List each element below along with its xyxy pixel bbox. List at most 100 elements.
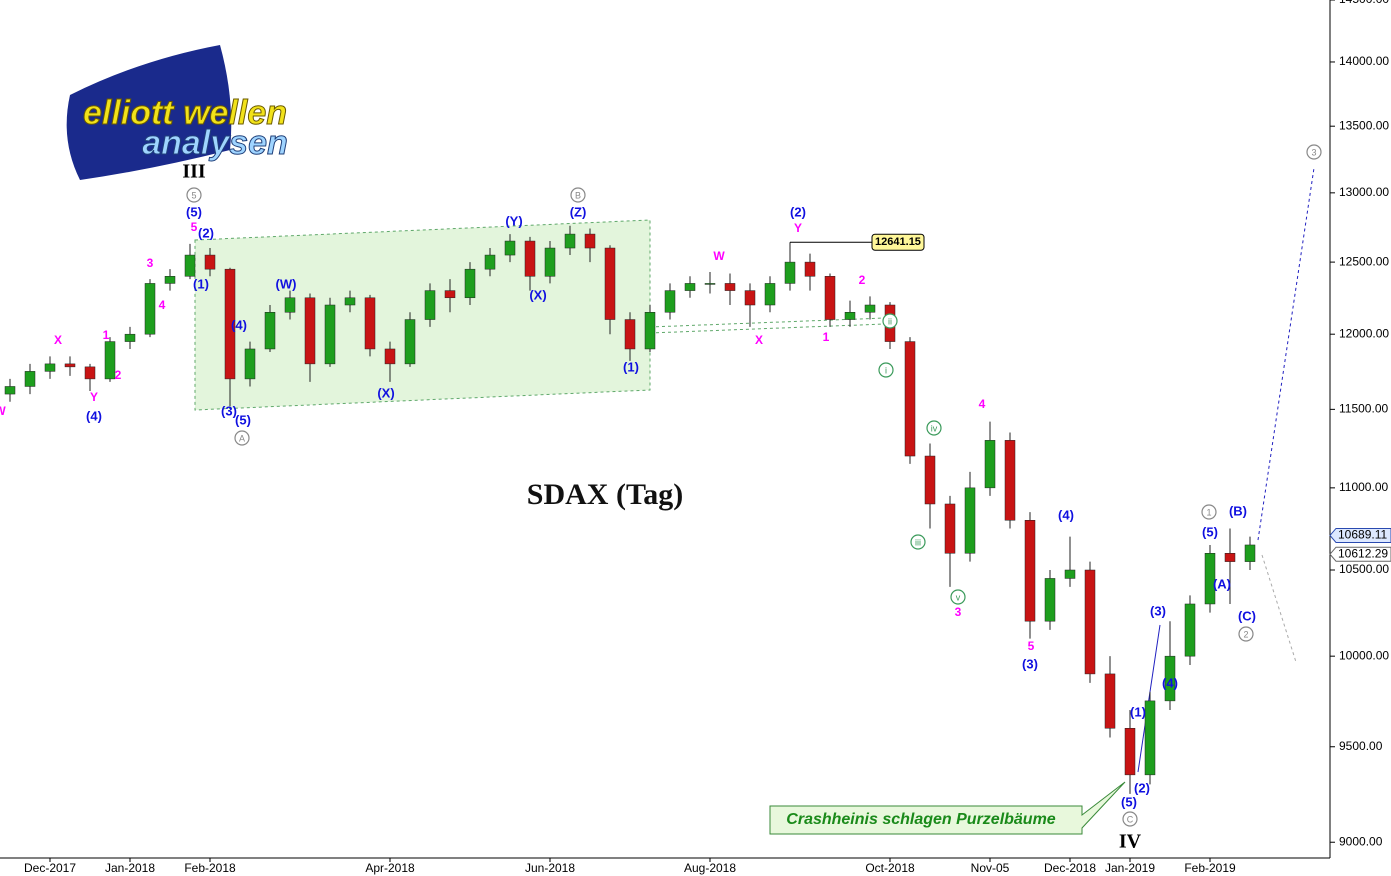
wave-label: (2) (198, 225, 214, 240)
candle-body (24, 371, 36, 387)
candle-body (464, 268, 476, 299)
wave-label: A (239, 433, 245, 443)
wave-label: 5 (191, 190, 196, 200)
wave-label: (2) (790, 204, 806, 219)
candle-body (764, 283, 776, 306)
wave-label: Y (90, 390, 98, 404)
wave-label: (4) (1162, 675, 1178, 690)
logo-text: analysen (142, 124, 288, 162)
projection-line (1261, 554, 1297, 663)
y-tick-label: 11000.00 (1339, 480, 1388, 494)
x-tick-label: Feb-2019 (1184, 861, 1236, 875)
wave-label: IV (1119, 831, 1142, 853)
price-tag-box (1329, 546, 1391, 562)
candle-body (424, 290, 436, 320)
logo-text: elliott wellen (83, 94, 287, 132)
candle-body (1144, 700, 1156, 776)
y-tick-label: 12500.00 (1339, 254, 1389, 268)
price-tag-box (1329, 527, 1391, 543)
candle-body (164, 276, 176, 284)
wave-label: 3 (1311, 147, 1316, 157)
candle-body (744, 290, 756, 306)
wave-circle (882, 313, 898, 329)
candle-body (244, 348, 256, 380)
wave-label: 5 (1028, 639, 1035, 653)
candle-body (384, 348, 396, 365)
candle-body (504, 240, 516, 256)
wave-label: (4) (86, 408, 102, 423)
x-tick-label: Jan-2018 (105, 861, 155, 875)
wave-label: (2) (1134, 780, 1150, 795)
wave-circle (878, 362, 894, 378)
candle-body (204, 254, 216, 270)
wave-label: (Z) (570, 204, 587, 219)
wave-circle (1122, 811, 1138, 827)
wave-label: (4) (1058, 507, 1074, 522)
wave-label: (1) (193, 276, 209, 291)
callout-box (769, 781, 1126, 835)
candle-body (784, 261, 796, 284)
candle-body (704, 283, 716, 285)
wave-label: 2 (859, 273, 866, 287)
candle-body (564, 233, 576, 249)
candle-body (1104, 673, 1116, 729)
candle-body (1244, 544, 1256, 562)
wave-circle (1201, 504, 1217, 520)
candle-body (344, 297, 356, 306)
wave-label: (5) (1202, 524, 1218, 539)
candle-body (1004, 440, 1016, 521)
wave-label: 2 (115, 368, 122, 382)
candle-body (624, 319, 636, 350)
x-tick-label: Jan-2019 (1105, 861, 1155, 875)
y-tick-label: 13000.00 (1339, 185, 1389, 199)
price-tag: 10612.29 (1338, 546, 1388, 560)
wave-circle (910, 534, 926, 550)
marker-label: 12641.15 (875, 236, 921, 248)
wave-label: (W) (276, 276, 297, 291)
wave-label: Y (794, 221, 802, 235)
wave-label: (3) (1022, 656, 1038, 671)
candle-body (604, 247, 616, 320)
candle-body (284, 297, 296, 313)
wave-label: (B) (1229, 503, 1247, 518)
projection-line (1257, 167, 1315, 541)
candle-body (1204, 553, 1216, 605)
candle-body (224, 268, 236, 380)
x-tick-label: Aug-2018 (684, 861, 736, 875)
x-tick-label: Nov-05 (971, 861, 1010, 875)
x-tick-label: Dec-2017 (24, 861, 76, 875)
candle-body (864, 304, 876, 313)
y-tick-label: 13500.00 (1339, 118, 1389, 132)
marker-box (871, 233, 925, 251)
wave-label: 4 (979, 397, 986, 411)
channel (194, 219, 651, 411)
wave-circle (570, 187, 586, 203)
x-tick-label: Feb-2018 (184, 861, 236, 875)
candle-body (84, 366, 96, 380)
wave-label: (X) (529, 287, 546, 302)
y-tick-label: 14500.00 (1339, 0, 1389, 6)
callout: Crashheinis schlagen Purzelbäume (769, 781, 1126, 835)
candle-body (4, 386, 16, 395)
wave-circle (950, 589, 966, 605)
wave-label: (3) (221, 403, 237, 418)
y-tick-label: 9500.00 (1339, 739, 1383, 753)
wave-label: v (956, 592, 961, 602)
x-tick-label: Oct-2018 (865, 861, 915, 875)
x-tick-label: Jun-2018 (525, 861, 575, 875)
wave-label: (4) (231, 317, 247, 332)
candle-body (684, 283, 696, 291)
wave-label: (3) (1150, 603, 1166, 618)
candle-body (524, 240, 536, 277)
wave-label: X (54, 333, 62, 347)
candle-body (364, 297, 376, 350)
candle-body (104, 341, 116, 380)
callout-text: Crashheinis schlagen Purzelbäume (786, 811, 1056, 828)
wave-label: W (713, 249, 725, 263)
chart-title: SDAX (Tag) (527, 478, 683, 511)
wave-label: (C) (1238, 608, 1256, 623)
candle-body (1084, 569, 1096, 675)
candle-body (824, 276, 836, 320)
candle-body (844, 312, 856, 320)
candle-body (1044, 578, 1056, 622)
